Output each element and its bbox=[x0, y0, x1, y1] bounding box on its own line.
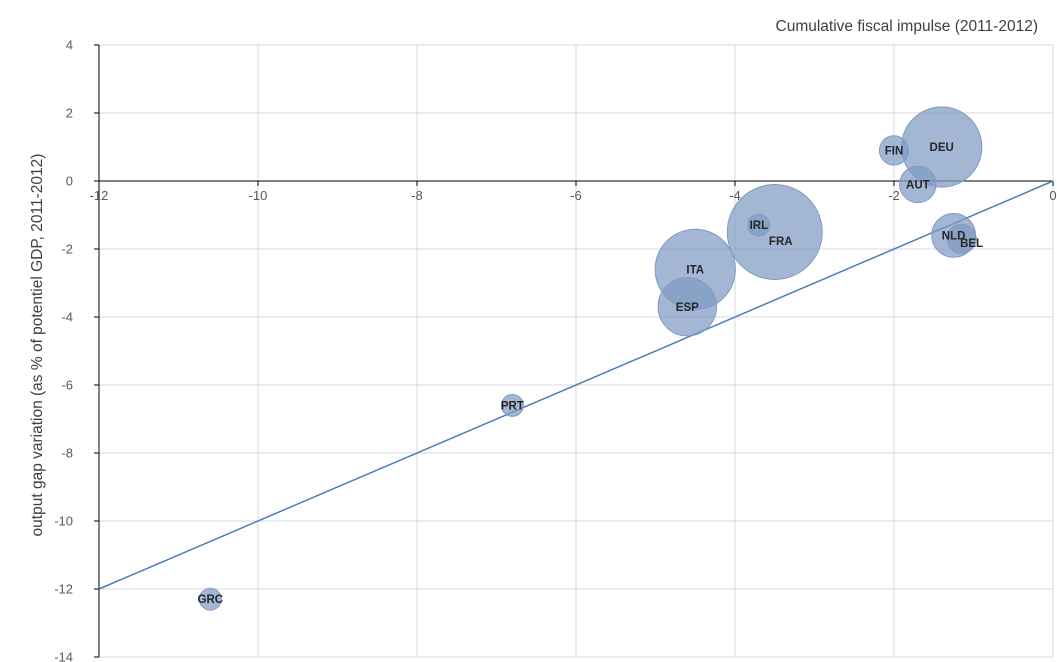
x-axis-title: Cumulative fiscal impulse (2011-2012) bbox=[776, 18, 1038, 35]
x-tick-label: -6 bbox=[570, 188, 582, 203]
bubble-label-irl: IRL bbox=[750, 220, 769, 232]
bubbles bbox=[198, 106, 983, 611]
bubble-fra bbox=[726, 184, 823, 280]
y-tick-label: -2 bbox=[61, 242, 73, 257]
x-tick-labels: -12 -10 -8 -6 -4 -2 0 bbox=[90, 188, 1057, 203]
bubble-label-bel: BEL bbox=[960, 238, 983, 250]
bubble-label-fra: FRA bbox=[769, 236, 793, 248]
bubble-prt bbox=[500, 393, 524, 417]
x-tick-label: 0 bbox=[1049, 188, 1056, 203]
bubble-label-ita: ITA bbox=[686, 264, 704, 276]
x-tick-label: -8 bbox=[411, 188, 423, 203]
y-tick-label: -6 bbox=[61, 378, 73, 393]
x-tick-label: -4 bbox=[729, 188, 741, 203]
y-tick-labels: 4 2 0 -2 -4 -6 -8 -10 -12 -14 bbox=[54, 38, 73, 662]
bubble-aut bbox=[899, 165, 937, 204]
bubble-label-aut: AUT bbox=[906, 179, 930, 191]
y-tick-label: -4 bbox=[61, 310, 73, 325]
x-tick-label: -12 bbox=[90, 188, 109, 203]
gridlines bbox=[99, 44, 1054, 658]
bubble-bel bbox=[946, 223, 977, 254]
bubble-label-esp: ESP bbox=[676, 302, 699, 314]
bubble-label-grc: GRC bbox=[198, 594, 224, 606]
y-tick-label: -8 bbox=[61, 446, 73, 461]
bubble-label-deu: DEU bbox=[930, 142, 954, 154]
reference-line-group bbox=[98, 180, 1054, 590]
reference-line bbox=[98, 180, 1054, 590]
axes bbox=[94, 44, 1054, 658]
x-tick-label: -2 bbox=[888, 188, 900, 203]
y-tick-label: 4 bbox=[66, 38, 73, 53]
y-tick-label: -12 bbox=[54, 582, 73, 597]
y-tick-label: -10 bbox=[54, 514, 73, 529]
y-axis-title: output gap variation (as % of potentiel … bbox=[29, 154, 46, 537]
x-tick-label: -10 bbox=[249, 188, 268, 203]
y-tick-label: 0 bbox=[66, 174, 73, 189]
y-tick-label: 2 bbox=[66, 106, 73, 121]
bubble-label-prt: PRT bbox=[501, 400, 524, 412]
bubble-label-nld: NLD bbox=[942, 230, 966, 242]
bubble-esp bbox=[657, 277, 717, 337]
bubble-fin bbox=[878, 135, 910, 166]
bubble-grc bbox=[198, 587, 222, 611]
y-tick-label: -14 bbox=[54, 650, 73, 662]
bubble-label-fin: FIN bbox=[885, 145, 904, 157]
